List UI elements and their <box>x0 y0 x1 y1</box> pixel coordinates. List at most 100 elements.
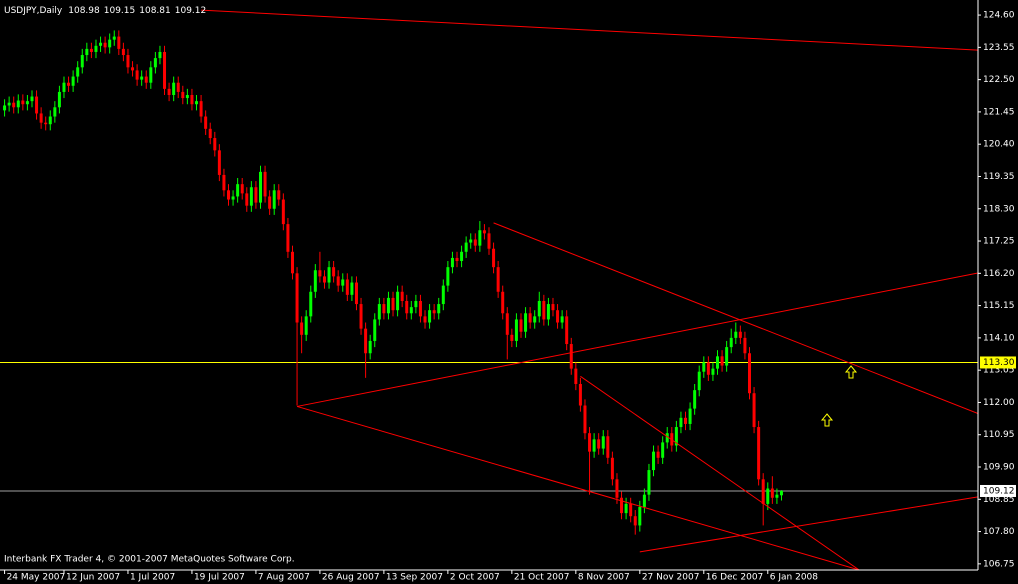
candle-body <box>318 270 322 277</box>
y-tick-label: 120.40 <box>983 140 1015 150</box>
candle-body <box>131 67 135 71</box>
trend-line <box>201 9 978 51</box>
candle-body <box>747 353 751 394</box>
candle-body <box>272 190 276 209</box>
candle-body <box>67 82 71 86</box>
arrow-icon <box>820 413 834 427</box>
candle-body <box>373 319 377 341</box>
candle-body <box>597 439 601 449</box>
candle-body <box>103 42 107 48</box>
candle-body <box>551 304 555 311</box>
candle-body <box>126 55 130 68</box>
candle-body <box>112 36 116 40</box>
candle-body <box>89 48 93 52</box>
candle-body <box>633 516 637 526</box>
candle-body <box>12 102 16 108</box>
candle-body <box>455 257 459 262</box>
candle-body <box>268 196 272 209</box>
candle-body <box>405 300 409 314</box>
candle-body <box>76 67 80 77</box>
candle-body <box>441 285 445 305</box>
candle-body <box>199 101 203 117</box>
candle-body <box>144 76 148 83</box>
candle-body <box>620 497 624 514</box>
candle-body <box>350 282 354 295</box>
arrow-icon <box>844 365 858 379</box>
candle-body <box>423 316 427 323</box>
candle-body <box>684 417 688 424</box>
candle-body <box>697 371 701 391</box>
y-tick-label: 110.95 <box>983 430 1015 440</box>
y-tick-label: 115.15 <box>983 301 1015 311</box>
candle-body <box>565 316 569 345</box>
candle-body <box>487 233 491 249</box>
x-tick-label: 24 May 2007 <box>7 573 66 583</box>
candle-body <box>217 150 221 175</box>
y-tick-label: 108.85 <box>983 495 1015 505</box>
candle-body <box>309 291 313 317</box>
candle-body <box>629 503 633 517</box>
candle-body <box>734 331 738 338</box>
last-high: 109.15 <box>104 6 136 16</box>
x-tick-label: 19 Jul 2007 <box>194 573 245 583</box>
candle-body <box>204 116 208 129</box>
level-label-box <box>980 356 1016 369</box>
candle-body <box>286 224 290 252</box>
candle-body <box>304 316 308 335</box>
candle-body <box>761 479 765 504</box>
candle-body <box>44 122 48 125</box>
candle-body <box>313 270 317 292</box>
candle-body <box>332 267 336 277</box>
candle-body <box>446 267 450 286</box>
candle-body <box>533 316 537 323</box>
candle-body <box>460 251 464 262</box>
y-tick-label: 124.60 <box>983 11 1015 21</box>
y-tick-label: 118.30 <box>983 204 1015 214</box>
candle-body <box>57 91 61 108</box>
trend-line <box>639 496 978 553</box>
candle-body <box>588 433 592 452</box>
y-tick-label: 117.25 <box>983 237 1015 247</box>
candle-body <box>514 319 518 341</box>
candle-body <box>428 310 432 323</box>
candle-body <box>240 184 244 194</box>
candle-body <box>569 344 573 369</box>
last-low: 108.81 <box>139 6 171 16</box>
candle-body <box>505 313 509 335</box>
candle-body <box>638 506 642 526</box>
candle-body <box>482 230 486 234</box>
x-tick-label: 26 Aug 2007 <box>322 573 380 583</box>
last-open: 108.98 <box>68 6 100 16</box>
candle-body <box>583 405 587 434</box>
candle-body <box>624 503 628 514</box>
candle-body <box>245 193 249 206</box>
candle-body <box>300 322 304 335</box>
candle-body <box>172 82 176 95</box>
candle-body <box>53 107 57 117</box>
candle-body <box>716 356 720 369</box>
x-tick-label: 16 Dec 2007 <box>706 573 764 583</box>
candle-body <box>39 113 43 123</box>
x-tick-label: 27 Nov 2007 <box>642 573 700 583</box>
candle-body <box>770 488 774 498</box>
y-tick-label: 123.55 <box>983 43 1015 53</box>
y-tick-label: 114.10 <box>983 333 1015 343</box>
candle-body <box>556 310 560 323</box>
candle-body <box>163 51 167 89</box>
candle-body <box>469 239 473 243</box>
level-label: 113.30 <box>983 358 1015 368</box>
y-tick-label: 106.75 <box>983 559 1015 569</box>
candle-body <box>359 304 363 329</box>
candle-body <box>185 95 189 99</box>
candle-body <box>464 242 468 252</box>
candle-body <box>729 337 733 348</box>
candle-body <box>295 273 299 323</box>
symbol: USDJPY,Daily <box>4 6 63 16</box>
candle-body <box>181 91 185 99</box>
candle-body <box>647 470 651 495</box>
candle-body <box>418 300 422 317</box>
candle-body <box>592 439 596 452</box>
candle-body <box>610 457 614 480</box>
